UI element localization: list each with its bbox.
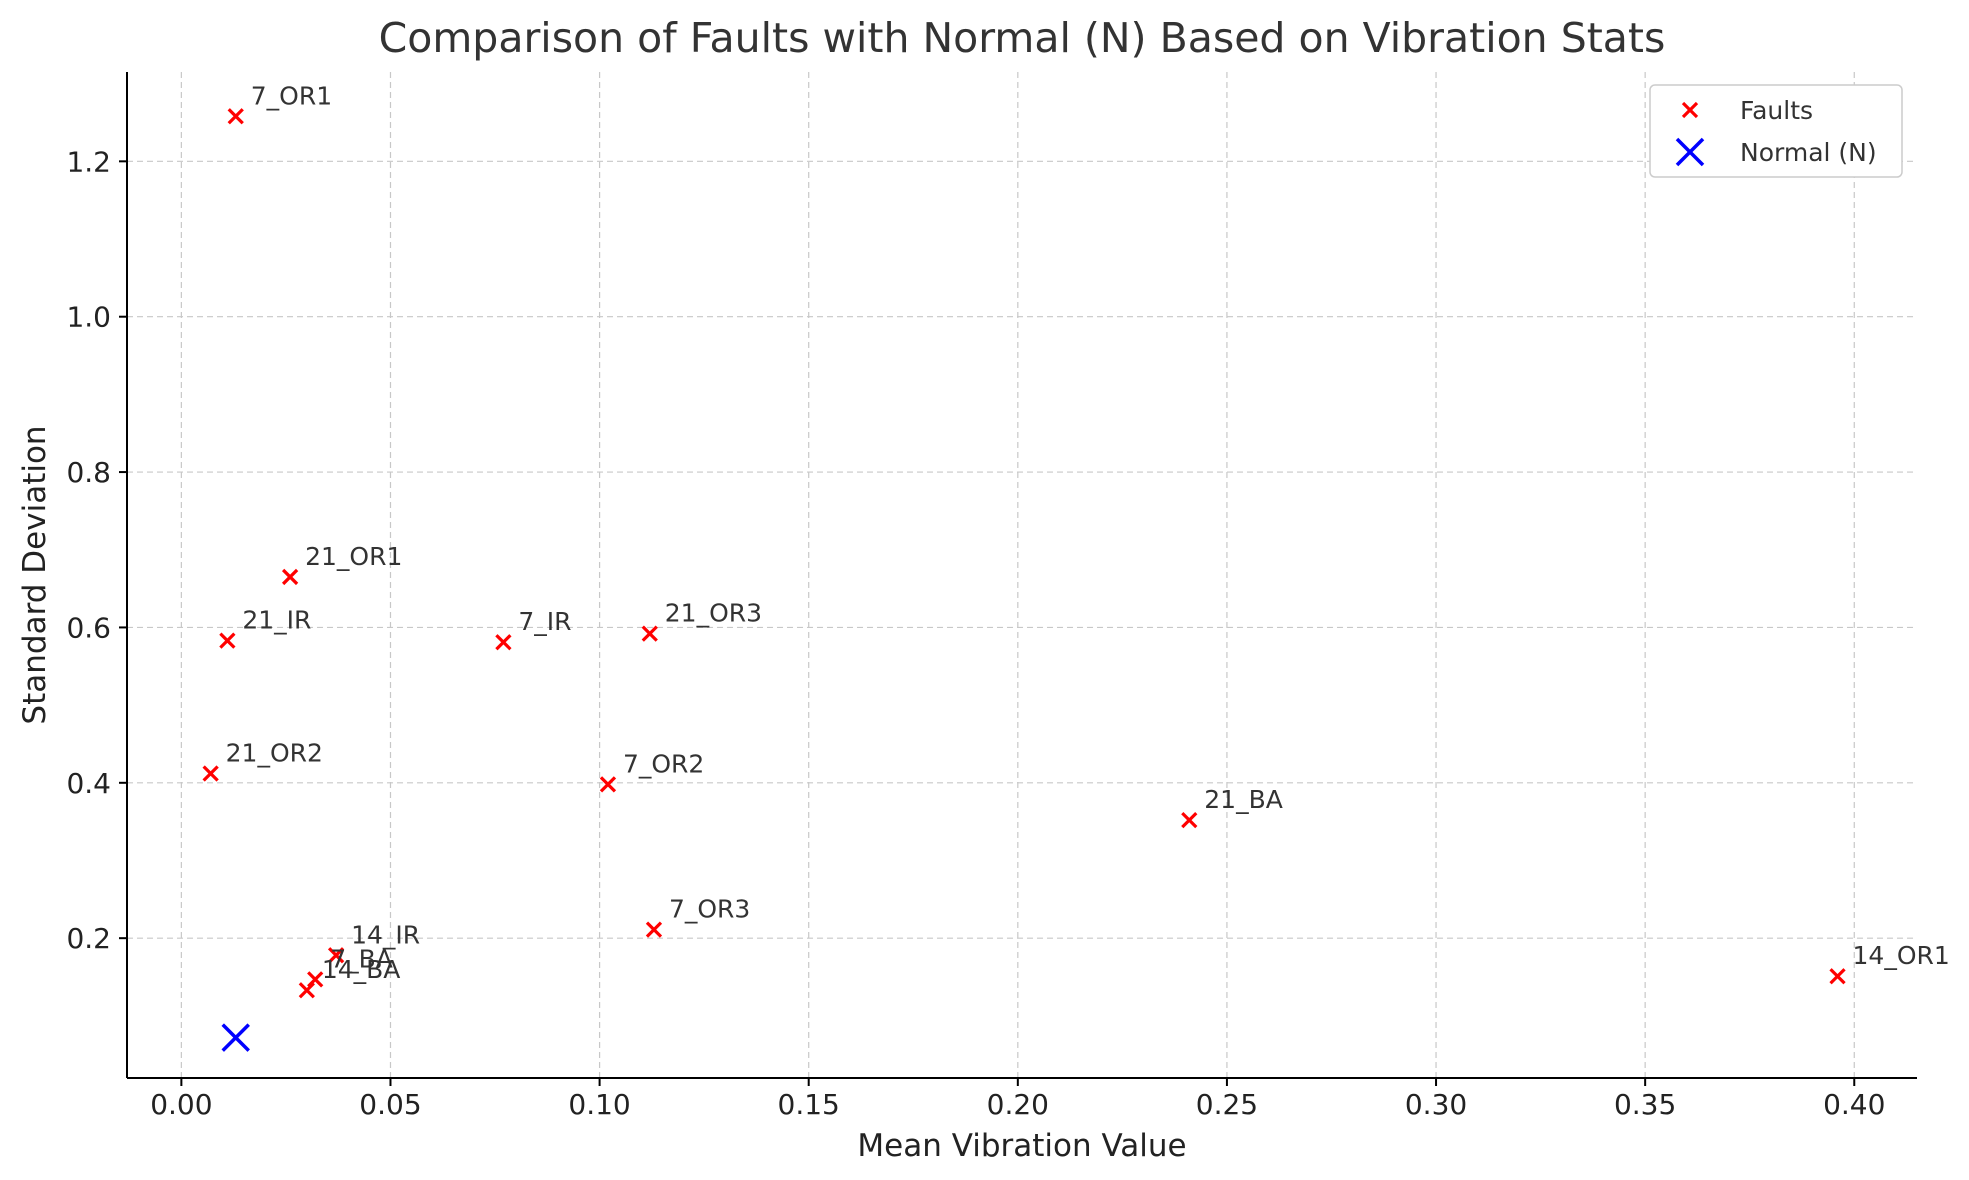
chart-title: Comparison of Faults with Normal (N) Bas…: [379, 14, 1666, 62]
fault-point: [641, 625, 658, 642]
normal-point-stroke: [221, 1023, 250, 1052]
x-axis-label: Mean Vibration Value: [857, 1128, 1186, 1164]
x-tick-label: 0.15: [778, 1088, 840, 1121]
fault-point: [645, 921, 663, 938]
fault-point: [599, 776, 617, 793]
fault-point-stroke: [202, 765, 219, 782]
fault-point: [307, 971, 324, 988]
point-label: 21_IR: [242, 606, 311, 635]
x-tick-label: 0.00: [150, 1088, 212, 1121]
fault-point: [281, 568, 299, 586]
fault-point: [1181, 811, 1198, 829]
point-labels: 7_OR1 21_OR1 21_IR 7_IR 21_OR3 21_OR2 7_OR2 21_…: [226, 81, 1950, 984]
y-axis-label: Standard Deviation: [17, 425, 53, 724]
fault-point: [298, 982, 315, 999]
legend-marker: [1681, 101, 1699, 119]
point-label: 21_OR3: [665, 599, 762, 628]
y-tick-label: 0.2: [66, 922, 111, 955]
y-tick-label: 0.8: [66, 456, 111, 489]
fault-point-stroke: [281, 568, 299, 586]
point-label: 7_IR: [518, 607, 571, 636]
fault-point-stroke: [1829, 968, 1846, 985]
fault-point: [227, 108, 244, 125]
x-tick-label: 0.10: [568, 1088, 630, 1121]
fault-point: [495, 634, 512, 651]
legend-marker-stroke: [1681, 101, 1699, 119]
y-tick-label: 0.4: [66, 767, 111, 800]
axes: 0.00 0.05 0.10 0.15 0.20 0.25 0.30 0.35 0.40 0.2 0…: [66, 72, 1917, 1121]
fault-point-stroke: [327, 947, 345, 964]
point-label: 7_OR3: [669, 895, 750, 924]
legend-marker: [1675, 137, 1705, 167]
fault-point-stroke: [1181, 811, 1198, 829]
y-tick-label: 0.6: [66, 611, 111, 644]
x-tick-label: 0.35: [1614, 1088, 1676, 1121]
point-label: 21_BA: [1204, 785, 1283, 814]
x-tick-label: 0.30: [1405, 1088, 1467, 1121]
legend-entry: Faults: [1740, 96, 1813, 125]
data-points: [202, 108, 1846, 1052]
fault-point-stroke: [227, 108, 244, 125]
fault-point: [1829, 968, 1846, 985]
grid: [127, 72, 1917, 1078]
fault-point-stroke: [219, 632, 236, 649]
fault-point-stroke: [641, 625, 658, 642]
point-label: 7_OR1: [251, 81, 332, 110]
x-tick-label: 0.40: [1823, 1088, 1885, 1121]
fault-point-stroke: [645, 921, 663, 938]
legend-box: [1649, 84, 1903, 178]
point-label: 21_OR2: [226, 738, 323, 767]
fault-point-stroke: [298, 982, 315, 999]
y-tick-label: 1.2: [66, 145, 111, 178]
legend-marker-stroke: [1675, 137, 1705, 167]
point-label: 14_IR: [351, 920, 420, 949]
fault-point-stroke: [599, 776, 617, 793]
point-label: 21_OR1: [305, 542, 402, 571]
normal-point: [221, 1023, 250, 1052]
legend: Faults Normal (N): [1649, 84, 1903, 178]
legend-entry: Normal (N): [1740, 138, 1877, 167]
point-label: 14_BA: [322, 955, 401, 984]
fault-point: [327, 947, 345, 964]
fault-point-stroke: [307, 971, 324, 988]
x-tick-label: 0.25: [1196, 1088, 1258, 1121]
fault-point: [219, 632, 236, 649]
point-label: 7_OR2: [623, 749, 704, 778]
point-label: 7_BA: [330, 944, 393, 973]
x-tick-label: 0.05: [359, 1088, 421, 1121]
x-tick-label: 0.20: [987, 1088, 1049, 1121]
point-label: 14_OR1: [1853, 941, 1950, 970]
y-tick-label: 1.0: [66, 301, 111, 334]
fault-point-stroke: [495, 634, 512, 651]
fault-point: [202, 765, 219, 782]
